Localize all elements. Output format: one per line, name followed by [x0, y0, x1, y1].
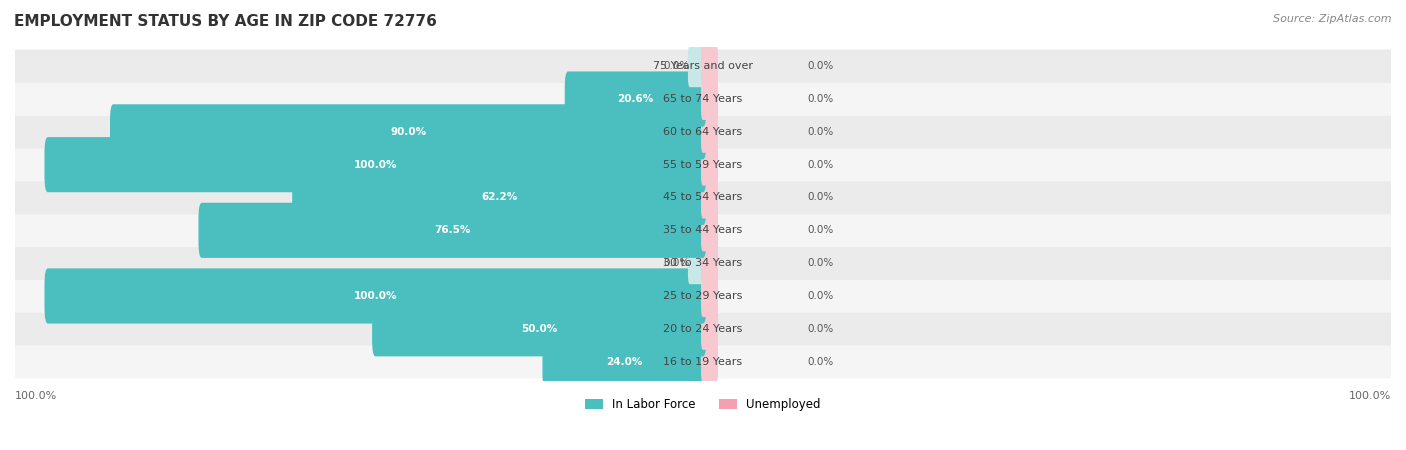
Text: 62.2%: 62.2%: [481, 193, 517, 202]
Text: 60 to 64 Years: 60 to 64 Years: [664, 127, 742, 137]
FancyBboxPatch shape: [702, 111, 718, 153]
FancyBboxPatch shape: [15, 115, 1391, 148]
FancyBboxPatch shape: [688, 45, 704, 87]
FancyBboxPatch shape: [15, 148, 1391, 181]
Text: 76.5%: 76.5%: [434, 225, 471, 235]
FancyBboxPatch shape: [702, 45, 718, 87]
Text: 35 to 44 Years: 35 to 44 Years: [664, 225, 742, 235]
Text: 100.0%: 100.0%: [354, 291, 396, 301]
Text: 0.0%: 0.0%: [808, 225, 834, 235]
Text: 100.0%: 100.0%: [1348, 391, 1391, 401]
FancyBboxPatch shape: [702, 341, 718, 382]
FancyBboxPatch shape: [565, 72, 706, 126]
FancyBboxPatch shape: [373, 301, 706, 356]
Text: 0.0%: 0.0%: [808, 324, 834, 334]
FancyBboxPatch shape: [702, 144, 718, 186]
FancyBboxPatch shape: [702, 209, 718, 252]
Text: 75 Years and over: 75 Years and over: [652, 61, 754, 71]
Text: 16 to 19 Years: 16 to 19 Years: [664, 357, 742, 367]
Text: 0.0%: 0.0%: [808, 193, 834, 202]
Text: 25 to 29 Years: 25 to 29 Years: [664, 291, 742, 301]
Text: 0.0%: 0.0%: [808, 94, 834, 104]
Text: 100.0%: 100.0%: [15, 391, 58, 401]
Text: 0.0%: 0.0%: [664, 61, 690, 71]
FancyBboxPatch shape: [15, 279, 1391, 313]
FancyBboxPatch shape: [543, 334, 706, 389]
Text: 0.0%: 0.0%: [808, 291, 834, 301]
Text: Source: ZipAtlas.com: Source: ZipAtlas.com: [1274, 14, 1392, 23]
FancyBboxPatch shape: [702, 176, 718, 219]
Text: 20 to 24 Years: 20 to 24 Years: [664, 324, 742, 334]
FancyBboxPatch shape: [702, 78, 718, 120]
Text: 55 to 59 Years: 55 to 59 Years: [664, 160, 742, 170]
FancyBboxPatch shape: [15, 181, 1391, 214]
Text: 20.6%: 20.6%: [617, 94, 654, 104]
FancyBboxPatch shape: [292, 170, 706, 225]
FancyBboxPatch shape: [702, 242, 718, 284]
Text: 0.0%: 0.0%: [808, 258, 834, 268]
FancyBboxPatch shape: [110, 104, 706, 159]
FancyBboxPatch shape: [15, 82, 1391, 116]
Text: 50.0%: 50.0%: [522, 324, 557, 334]
Text: 90.0%: 90.0%: [389, 127, 426, 137]
FancyBboxPatch shape: [702, 275, 718, 317]
Text: 30 to 34 Years: 30 to 34 Years: [664, 258, 742, 268]
Text: 45 to 54 Years: 45 to 54 Years: [664, 193, 742, 202]
FancyBboxPatch shape: [198, 203, 706, 258]
Text: 100.0%: 100.0%: [354, 160, 396, 170]
Text: 0.0%: 0.0%: [808, 160, 834, 170]
FancyBboxPatch shape: [45, 137, 706, 192]
Text: EMPLOYMENT STATUS BY AGE IN ZIP CODE 72776: EMPLOYMENT STATUS BY AGE IN ZIP CODE 727…: [14, 14, 437, 28]
FancyBboxPatch shape: [15, 247, 1391, 280]
Legend: In Labor Force, Unemployed: In Labor Force, Unemployed: [581, 393, 825, 416]
Text: 65 to 74 Years: 65 to 74 Years: [664, 94, 742, 104]
Text: 0.0%: 0.0%: [808, 127, 834, 137]
Text: 0.0%: 0.0%: [808, 357, 834, 367]
FancyBboxPatch shape: [45, 268, 706, 324]
FancyBboxPatch shape: [15, 50, 1391, 83]
Text: 24.0%: 24.0%: [606, 357, 643, 367]
FancyBboxPatch shape: [702, 308, 718, 350]
FancyBboxPatch shape: [15, 214, 1391, 247]
FancyBboxPatch shape: [688, 242, 704, 284]
FancyBboxPatch shape: [15, 312, 1391, 346]
FancyBboxPatch shape: [15, 345, 1391, 378]
Text: 0.0%: 0.0%: [664, 258, 690, 268]
Text: 0.0%: 0.0%: [808, 61, 834, 71]
